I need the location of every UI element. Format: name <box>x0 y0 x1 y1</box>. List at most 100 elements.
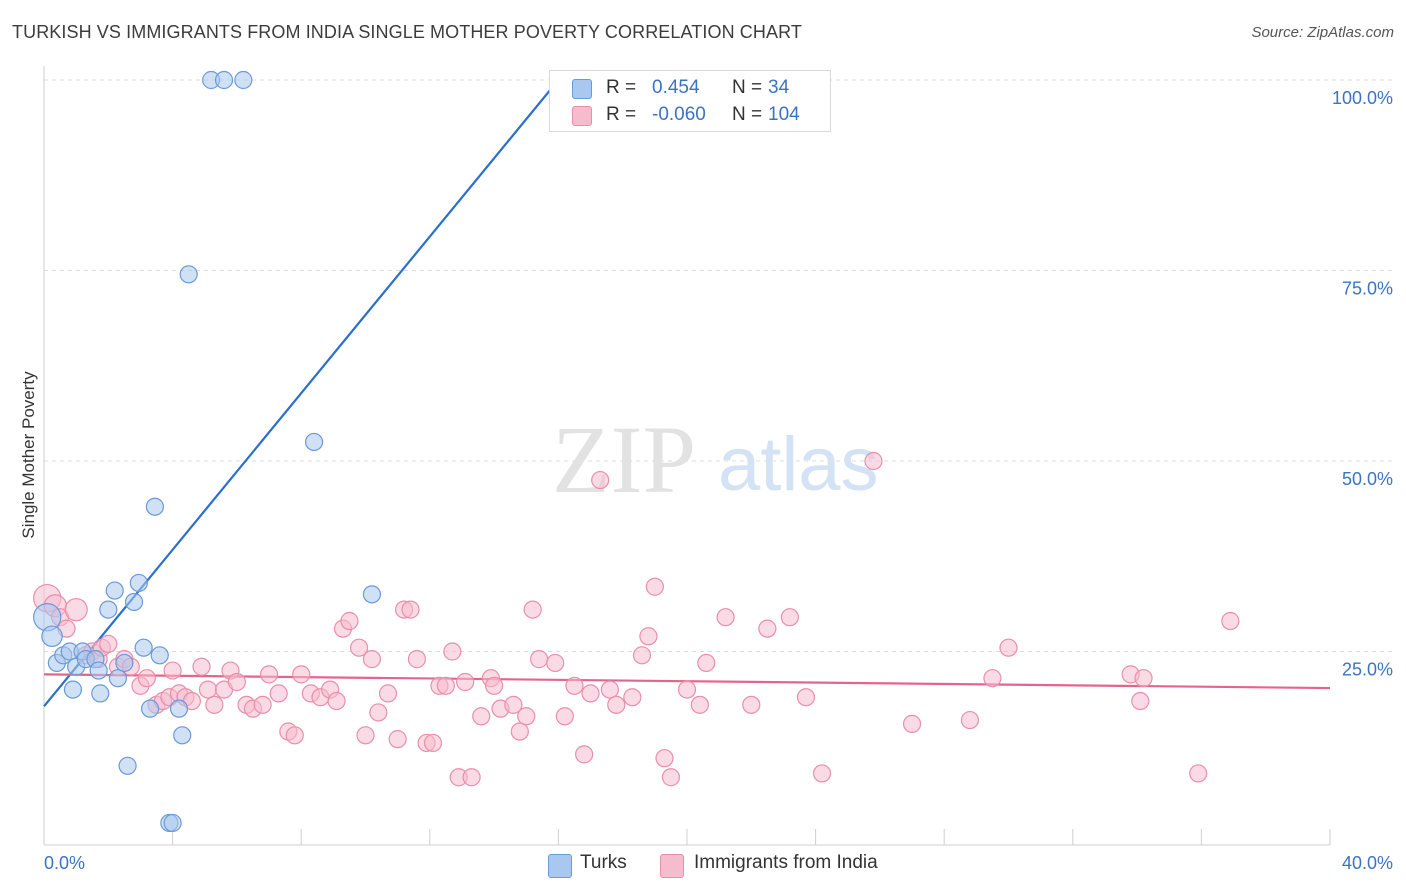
turks-swatch <box>548 854 572 878</box>
india-point <box>356 726 375 745</box>
india-point <box>742 695 761 714</box>
india-point <box>1221 611 1240 631</box>
turks-point <box>115 653 134 673</box>
y-tick-label: 50.0% <box>1342 469 1393 489</box>
turks-point <box>150 646 169 665</box>
india-point <box>1189 764 1208 783</box>
turks-point <box>134 638 153 657</box>
grid-layer <box>44 79 1392 652</box>
turks-point <box>169 699 189 718</box>
india-point <box>510 722 529 741</box>
turks-point <box>124 592 144 612</box>
india-point <box>758 619 777 638</box>
axes-layer <box>43 66 1331 846</box>
india-point <box>292 665 311 684</box>
india-swatch <box>572 106 592 126</box>
india-point <box>555 707 574 726</box>
turks-point <box>89 661 108 680</box>
india-point <box>472 707 491 726</box>
india-point <box>340 611 359 631</box>
india-point <box>1134 669 1153 688</box>
turks-point <box>140 699 160 718</box>
india-point <box>523 600 542 619</box>
y-tick-label: 100.0% <box>1332 88 1393 108</box>
turks-swatch <box>572 79 592 99</box>
india-point <box>902 714 922 733</box>
india-point <box>456 672 475 692</box>
india-point <box>388 730 407 749</box>
x-tick-label: 40.0% <box>1342 853 1393 873</box>
india-point <box>575 745 594 764</box>
india-point <box>369 703 388 722</box>
axis-labels: 25.0% 50.0% 75.0% 100.0% 0.0% 40.0% <box>44 88 1393 873</box>
turks-points <box>33 70 382 833</box>
legend-r-label: R = <box>606 104 637 125</box>
india-point <box>581 684 600 703</box>
india-point <box>327 691 346 711</box>
india-point <box>645 577 664 596</box>
india-point <box>378 684 398 703</box>
india-point <box>1131 691 1150 711</box>
turks-point <box>105 581 124 600</box>
turks-point <box>234 70 253 90</box>
india-point <box>349 638 369 657</box>
india-point <box>661 768 681 787</box>
india-point <box>253 695 272 714</box>
india-point <box>565 676 584 695</box>
y-tick-label: 75.0% <box>1342 279 1393 299</box>
india-point <box>864 451 883 471</box>
india-point <box>530 650 549 669</box>
india-point <box>983 669 1002 688</box>
turks-point <box>41 625 63 648</box>
india-point <box>677 680 697 699</box>
india-point <box>780 608 799 627</box>
legend-n-label: N = <box>732 77 763 98</box>
india-point <box>423 733 443 753</box>
turks-trendline <box>43 79 560 708</box>
india-point <box>690 695 709 714</box>
turks-point <box>214 70 234 90</box>
india-swatch <box>660 854 684 878</box>
india-point <box>462 768 481 787</box>
india-point <box>227 672 246 692</box>
india-point <box>64 597 88 622</box>
india-point <box>259 665 279 684</box>
india-point <box>401 600 420 619</box>
india-point <box>812 764 832 783</box>
india-point <box>639 627 658 646</box>
legend-r-value: -0.060 <box>652 104 706 125</box>
legend-r-label: R = <box>606 77 637 98</box>
x-tick-label: 0.0% <box>44 853 85 873</box>
india-point <box>655 749 674 768</box>
trend-layer <box>43 79 1331 708</box>
y-tick-label: 25.0% <box>1342 660 1393 680</box>
turks-point <box>63 680 83 699</box>
turks-point <box>99 600 118 619</box>
india-point <box>285 726 304 745</box>
watermark: ZIP atlas <box>552 406 879 513</box>
india-point <box>269 684 288 703</box>
turks-point <box>173 726 192 745</box>
india-point <box>796 688 816 707</box>
legend-r-value: 0.454 <box>652 77 700 98</box>
india-point <box>632 646 652 665</box>
india-point <box>999 638 1018 657</box>
india-point <box>137 669 156 688</box>
turks-point <box>118 756 137 775</box>
india-point <box>198 680 218 699</box>
india-point <box>517 707 536 726</box>
india-point <box>607 695 626 714</box>
turks-point <box>179 265 198 284</box>
y-axis-label: Single Mother Poverty <box>19 371 38 539</box>
india-point <box>192 657 211 676</box>
india-point <box>436 676 455 695</box>
turks-point <box>163 813 182 833</box>
legend-n-value: 104 <box>768 104 800 125</box>
india-point <box>600 680 619 699</box>
india-point <box>697 653 716 673</box>
legend-n-value: 34 <box>768 77 790 98</box>
india-point <box>546 653 565 673</box>
chart-title: TURKISH VS IMMIGRANTS FROM INDIA SINGLE … <box>12 22 802 42</box>
turks-point <box>304 432 324 452</box>
india-point <box>623 688 642 707</box>
